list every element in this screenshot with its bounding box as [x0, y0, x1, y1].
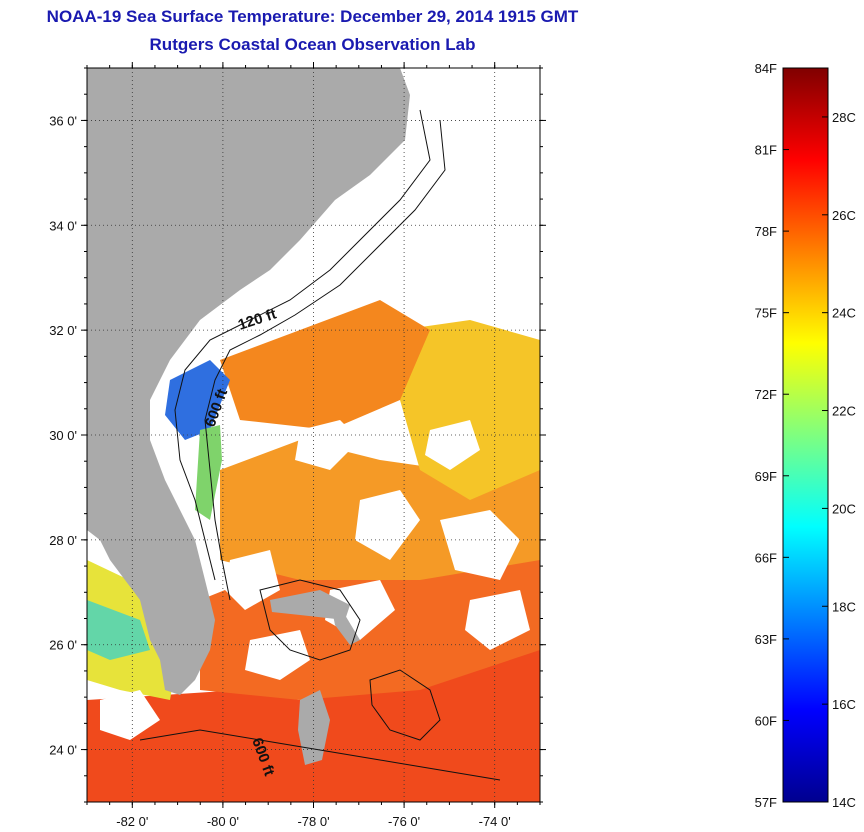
contour-bahamas [259, 579, 361, 661]
colorbar-f-label: 60F [755, 713, 777, 728]
land [87, 68, 410, 765]
colorbar-fahrenheit-labels: 84F 81F 78F 75F 72F 69F 66F 63F 60F 57F [755, 61, 789, 810]
colorbar-f-label: 75F [755, 306, 777, 321]
colorbar-f-label: 57F [755, 795, 777, 810]
contour-bahamas-2 [369, 669, 441, 741]
colorbar-c-label: 18C [832, 599, 856, 614]
longitude-labels: -82 0' -80 0' -78 0' -76 0' -74 0' [116, 814, 511, 829]
lat-label: 24 0' [49, 743, 77, 758]
axis-ticks [81, 62, 546, 808]
contour-120ft [174, 109, 431, 581]
lon-label: -80 0' [207, 814, 239, 829]
lat-label: 26 0' [49, 638, 77, 653]
colorbar-f-label: 78F [755, 224, 777, 239]
lon-label: -82 0' [116, 814, 148, 829]
colorbar-f-label: 69F [755, 469, 777, 484]
latitude-labels: 36 0' 34 0' 32 0' 30 0' 28 0' 26 0' 24 0' [49, 113, 77, 757]
colorbar-c-label: 22C [832, 404, 856, 419]
lon-label: -74 0' [479, 814, 511, 829]
lon-label: -78 0' [297, 814, 329, 829]
map-subtitle: Rutgers Coastal Ocean Observation Lab [149, 35, 476, 54]
sst-shelf-green [195, 425, 222, 520]
colorbar-c-label: 24C [832, 306, 856, 321]
bathymetry-contours [139, 109, 501, 781]
colorbar-gradient [782, 67, 829, 803]
colorbar-f-label: 72F [755, 387, 777, 402]
us-mainland [87, 68, 410, 695]
lat-label: 32 0' [49, 323, 77, 338]
contour-600ft [204, 119, 446, 601]
bahamas-north [270, 590, 350, 620]
lat-label: 28 0' [49, 533, 77, 548]
colorbar-f-label: 66F [755, 550, 777, 565]
sst-orange-north [220, 300, 430, 430]
colorbar-c-label: 14C [832, 795, 856, 810]
colorbar-celsius-labels: 28C 26C 24C 22C 20C 18C 16C 14C [822, 110, 856, 810]
bahamas-andros [298, 690, 330, 765]
colorbar-c-label: 20C [832, 501, 856, 516]
colorbar-c-label: 28C [832, 110, 856, 125]
lon-label: -76 0' [388, 814, 420, 829]
contour-cuba-shelf [139, 729, 501, 781]
colorbar-f-label: 63F [755, 632, 777, 647]
sst-cold-shelf [165, 360, 230, 440]
sst-gulf-cyan [87, 600, 150, 660]
colorbar: 84F 81F 78F 75F 72F 69F 66F 63F 60F 57F 28C 26C 24C… [755, 61, 856, 810]
bahamas-east [330, 600, 360, 645]
lat-label: 36 0' [49, 113, 77, 128]
map-area [87, 68, 540, 802]
lat-label: 30 0' [49, 428, 77, 443]
colorbar-f-label: 81F [755, 143, 777, 158]
colorbar-c-label: 26C [832, 208, 856, 223]
colorbar-c-label: 16C [832, 697, 856, 712]
lat-label: 34 0' [49, 218, 77, 233]
colorbar-f-label: 84F [755, 61, 777, 76]
map-title: NOAA-19 Sea Surface Temperature: Decembe… [46, 7, 579, 26]
